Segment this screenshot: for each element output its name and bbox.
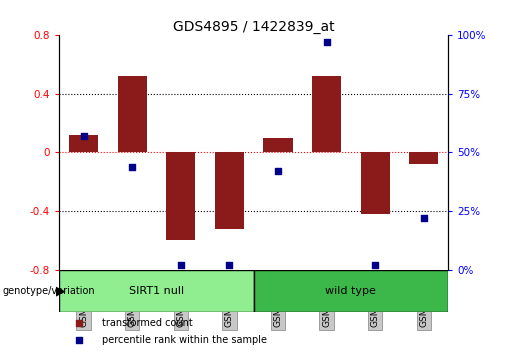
Point (79, 133, 88, 139)
Point (75, 337, 83, 343)
Text: transformed count: transformed count (102, 318, 193, 328)
Bar (69, 135, 98, 153)
Bar (215, 153, 244, 229)
Bar (360, 153, 390, 214)
Point (420, 215, 428, 221)
Bar (117, 76, 147, 153)
Text: wild type: wild type (325, 286, 376, 296)
Point (128, 164, 136, 169)
Bar (166, 153, 195, 240)
Text: ▶: ▶ (56, 284, 65, 297)
Text: SIRT1 null: SIRT1 null (129, 286, 184, 296)
Bar (59, 269, 253, 312)
Point (75, 320, 83, 326)
Point (177, 262, 185, 268)
Bar (263, 138, 293, 153)
Text: genotype/variation: genotype/variation (3, 286, 95, 296)
Title: GDS4895 / 1422839_at: GDS4895 / 1422839_at (173, 21, 334, 34)
Bar (312, 76, 341, 153)
Point (225, 262, 233, 268)
Text: percentile rank within the sample: percentile rank within the sample (102, 335, 267, 345)
Point (322, 40, 331, 45)
Bar (409, 153, 438, 164)
Point (371, 262, 379, 268)
Point (274, 169, 282, 174)
Bar (253, 269, 448, 312)
